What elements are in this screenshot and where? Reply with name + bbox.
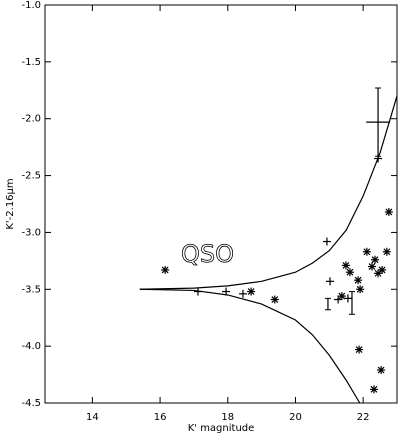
asterisk-point (369, 385, 378, 394)
plus-point (322, 237, 331, 246)
marker-stroke (342, 261, 350, 269)
model-curve (139, 288, 361, 404)
marker-stroke (363, 248, 371, 256)
marker-stroke (271, 296, 279, 303)
asterisk-point (378, 265, 387, 274)
marker-stroke (371, 256, 379, 264)
asterisk-point (337, 292, 346, 301)
y-tick-label: -3.0 (21, 227, 41, 238)
marker-stroke (377, 366, 385, 374)
asterisk-point (356, 285, 365, 294)
annotation: QSO (181, 240, 234, 268)
asterisk-point (345, 268, 354, 277)
marker-stroke (378, 266, 386, 274)
x-tick-label: 22 (357, 412, 370, 423)
marker-stroke (383, 248, 391, 256)
y-axis-label: K'-2.16μm (5, 178, 16, 229)
marker-stroke (346, 268, 354, 276)
marker-stroke (356, 285, 364, 293)
x-tick-label: 20 (289, 412, 302, 423)
plus-point (343, 294, 352, 303)
asterisk-point (355, 345, 364, 354)
plus-point (222, 287, 231, 296)
plus-point (325, 277, 334, 286)
asterisk-point (247, 287, 256, 296)
x-tick-label: 14 (86, 412, 99, 423)
asterisk-point (384, 207, 393, 216)
asterisk-point (341, 261, 350, 270)
plus-point (193, 287, 202, 296)
asterisk-point (382, 247, 391, 256)
marker-stroke (161, 266, 169, 274)
asterisk-point (161, 265, 170, 274)
model-curve (139, 95, 398, 290)
y-tick-label: -1.5 (21, 57, 41, 68)
marker-stroke (354, 276, 362, 284)
asterisk-point (367, 262, 376, 271)
y-tick-label: -4.0 (21, 341, 41, 352)
plot-frame (44, 4, 398, 404)
plus-point (239, 289, 247, 298)
asterisk-point (354, 276, 363, 285)
x-tick-label: 18 (221, 412, 234, 423)
asterisk-point (374, 269, 383, 278)
marker-stroke (355, 346, 363, 353)
x-axis-label: K' magnitude (188, 423, 255, 434)
y-tick-label: -2.5 (21, 171, 41, 182)
y-tick-label: -4.5 (21, 398, 41, 409)
plus-point (334, 295, 343, 304)
marker-stroke (385, 208, 393, 216)
asterisk-point (377, 366, 386, 375)
y-tick-label: -1.0 (21, 0, 41, 11)
marker-stroke (247, 288, 255, 295)
y-tick-label: -2.0 (21, 114, 41, 125)
asterisk-point (371, 255, 379, 264)
x-tick-label: 16 (154, 412, 167, 423)
asterisk-point (270, 295, 279, 304)
asterisk-point (362, 247, 371, 256)
marker-stroke (370, 385, 378, 393)
marker-stroke (368, 263, 376, 270)
y-tick-label: -3.5 (21, 284, 41, 295)
marker-stroke (338, 292, 346, 300)
